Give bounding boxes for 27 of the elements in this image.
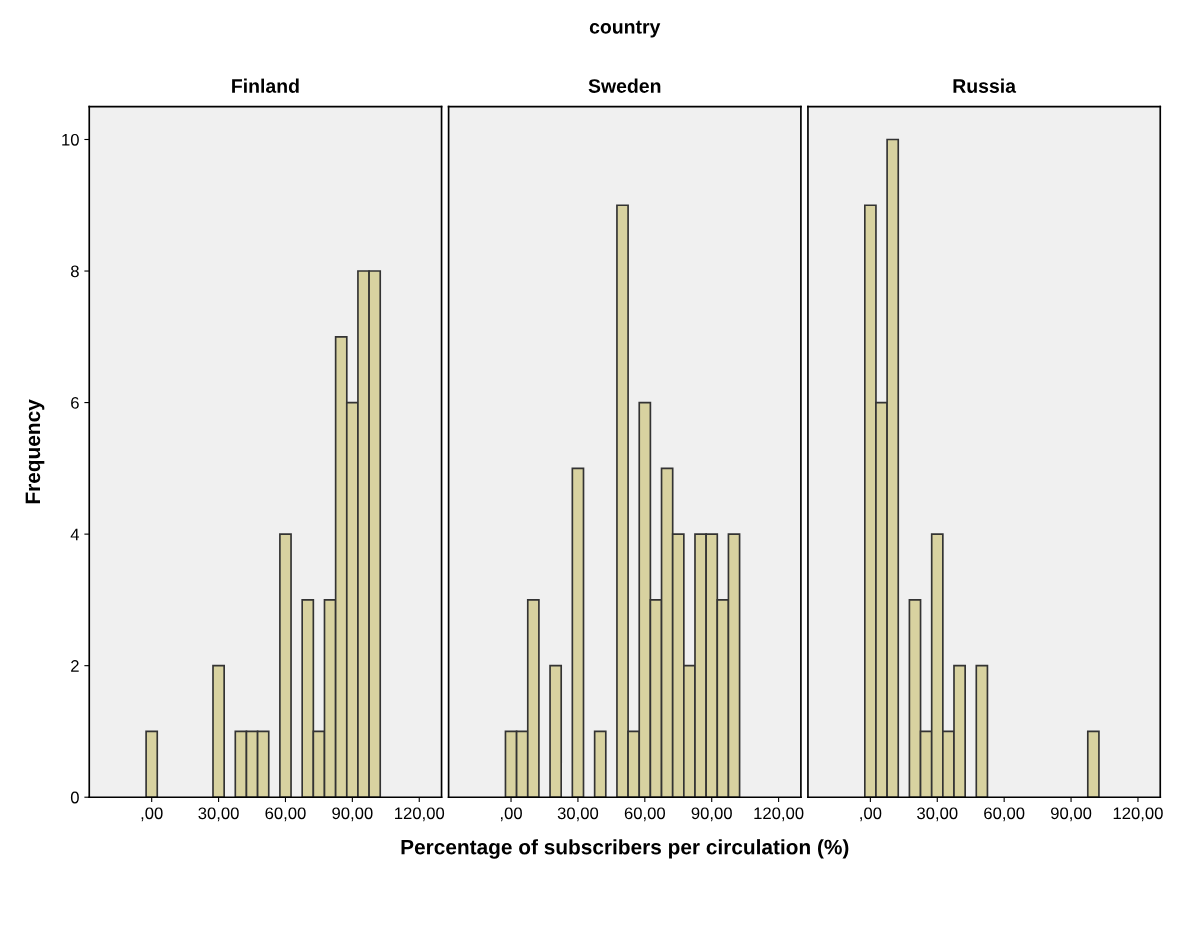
x-tick-label: 120,00 <box>754 807 804 822</box>
x-tick-label: 60,00 <box>265 807 306 822</box>
x-tick-label: ,00 <box>500 807 522 822</box>
y-axis-title: Frequency <box>25 399 45 504</box>
chart-title: Sweden <box>588 78 661 93</box>
x-tick-label: 90,00 <box>332 807 373 822</box>
x-tick-label: 120,00 <box>395 807 445 822</box>
y-tick-label: 0 <box>70 791 79 804</box>
x-tick-label: 30,00 <box>557 807 599 822</box>
y-tick-label: 4 <box>70 528 80 541</box>
x-tick-label: 60,00 <box>624 807 666 822</box>
x-tick-label: ,00 <box>141 807 163 822</box>
x-axis-title: Percentage of subscribers per circulation (%) <box>401 839 849 859</box>
y-tick-label: 8 <box>70 265 79 278</box>
x-tick-label: 30,00 <box>198 807 239 822</box>
y-tick-label: 6 <box>71 396 79 409</box>
x-tick-label: 90,00 <box>1050 807 1092 822</box>
chart-title: Finland <box>232 78 299 93</box>
x-tick-label: 120,00 <box>1113 807 1163 822</box>
y-tick-label: 10 <box>62 133 79 146</box>
text: country <box>589 20 661 38</box>
x-tick-label: 30,00 <box>917 807 958 822</box>
chart-title: Russia <box>953 78 1017 93</box>
x-tick-label: 60,00 <box>984 807 1025 822</box>
x-tick-label: 90,00 <box>691 807 732 822</box>
y-tick-label: 2 <box>71 660 79 672</box>
x-tick-label: ,00 <box>860 807 882 822</box>
